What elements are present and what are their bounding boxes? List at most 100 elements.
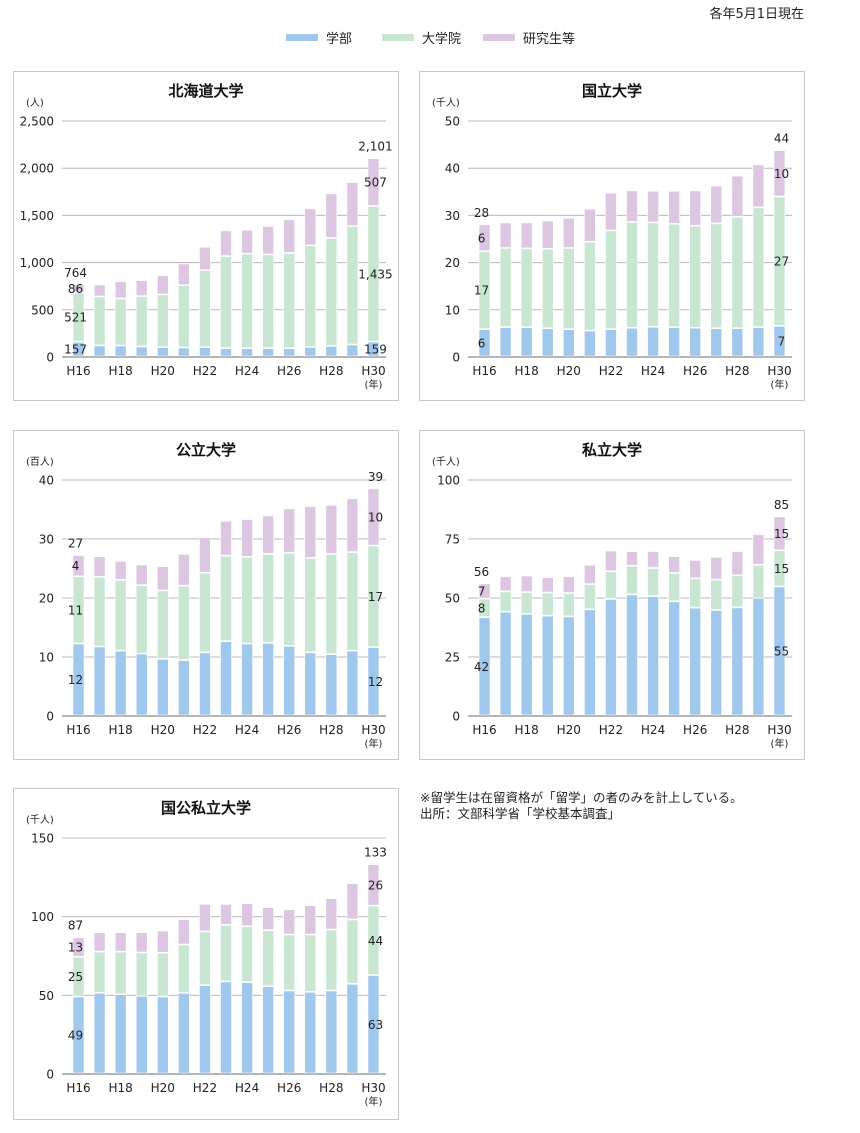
bar-segment-research-students xyxy=(241,903,253,927)
y-tick-label: 0 xyxy=(46,710,54,724)
bar-segment-undergraduate xyxy=(752,598,765,716)
bar-segment-undergraduate xyxy=(72,996,85,1074)
bar-segment-research-students xyxy=(283,219,296,253)
bar-segment-research-students xyxy=(283,508,296,553)
data-label-graduate: 27 xyxy=(774,255,789,269)
bar-segment-graduate xyxy=(72,956,85,997)
bar-segment-graduate xyxy=(367,206,380,342)
bar-segment-graduate xyxy=(710,223,723,328)
bar-segment-graduate xyxy=(220,555,232,641)
bar-segment-undergraduate xyxy=(520,327,533,357)
bar-segment-research-students xyxy=(93,284,106,297)
bar-segment-graduate xyxy=(241,556,253,644)
bar-segment-undergraduate xyxy=(93,646,106,716)
bar-segment-research-students xyxy=(710,557,723,580)
x-tick-label: H30 xyxy=(767,364,791,378)
legend-swatch-undergraduate xyxy=(286,34,318,41)
data-label-research-students: 86 xyxy=(68,282,83,296)
data-label-total: 44 xyxy=(774,132,789,146)
bar-segment-research-students xyxy=(241,229,253,254)
bar-segment-graduate xyxy=(199,572,211,653)
bar-segment-research-students xyxy=(584,208,596,242)
bar-segment-undergraduate xyxy=(710,328,723,357)
bar-segment-graduate xyxy=(114,580,127,651)
bar-segment-graduate xyxy=(478,251,491,329)
bar-segment-graduate xyxy=(499,248,512,328)
x-tick-label: H22 xyxy=(599,364,623,378)
bar-segment-research-students xyxy=(325,505,338,554)
y-tick-label: 1,000 xyxy=(20,256,54,270)
bar-segment-undergraduate xyxy=(541,328,554,357)
bar-segment-undergraduate xyxy=(220,348,232,357)
y-tick-label: 1,500 xyxy=(20,209,54,223)
data-label-research-students: 7 xyxy=(478,585,486,599)
bar-segment-research-students xyxy=(241,519,253,557)
bar-segment-graduate xyxy=(668,573,680,602)
bar-segment-research-students xyxy=(773,150,786,197)
y-tick-label: 100 xyxy=(437,474,460,488)
footnote-source: 出所：文部科学省「学校基本調査」 xyxy=(420,806,621,821)
data-label-total: 28 xyxy=(474,206,489,220)
bar-segment-graduate xyxy=(346,919,359,984)
data-label-graduate: 25 xyxy=(68,970,83,984)
bar-segment-undergraduate xyxy=(178,347,190,357)
bar-segment-undergraduate xyxy=(689,607,702,716)
bar-segment-research-students xyxy=(647,191,659,223)
bar-segment-undergraduate xyxy=(563,616,575,716)
bar-segment-graduate xyxy=(199,270,211,347)
y-tick-label: 2,000 xyxy=(20,162,54,176)
bar-segment-undergraduate xyxy=(584,330,596,357)
bar-segment-graduate xyxy=(283,934,296,991)
bar-segment-research-students xyxy=(563,217,575,248)
chart-panel-hokkaido-university: 北海道大学 (人) 0 500 1,000 1,500 2,000 2,500 H16 157 52… xyxy=(13,71,399,401)
chart-svg: 私立大学 (千人) 0 25 50 75 100 H16 42 8 7 56 H18 H20 H22 H24 H… xyxy=(432,441,792,750)
bar-segment-graduate xyxy=(773,550,786,587)
bar-segment-research-students xyxy=(72,937,85,957)
x-axis-unit-label: (年) xyxy=(771,378,789,391)
bar-segment-undergraduate xyxy=(157,996,169,1074)
x-axis-unit-label: (年) xyxy=(365,378,383,391)
y-axis-unit-label: (千人) xyxy=(26,814,54,826)
bar-segment-graduate xyxy=(731,575,744,608)
y-tick-label: 30 xyxy=(445,209,460,223)
bar-segment-research-students xyxy=(157,275,169,295)
bar-segment-undergraduate xyxy=(72,341,85,357)
bar-segment-undergraduate xyxy=(541,615,554,716)
bar-segment-undergraduate xyxy=(262,986,274,1074)
bar-segment-graduate xyxy=(135,585,148,654)
bar-segment-undergraduate xyxy=(325,346,338,357)
bar-segment-graduate xyxy=(710,579,723,610)
bar-segment-research-students xyxy=(605,550,617,572)
data-label-graduate: 44 xyxy=(368,934,383,948)
x-axis-unit-label: (年) xyxy=(365,1095,383,1108)
bar-segment-research-students xyxy=(135,932,148,953)
bar-segment-undergraduate xyxy=(647,326,659,357)
bar-segment-research-students xyxy=(304,506,317,558)
data-label-total: 133 xyxy=(364,846,387,860)
footnote-scope: ※留学生は在留資格が「留学」の者のみを計上している。 xyxy=(420,790,743,805)
y-tick-label: 50 xyxy=(39,989,54,1003)
data-label-graduate: 17 xyxy=(474,284,489,298)
bar-segment-undergraduate xyxy=(626,327,638,357)
data-label-total: 85 xyxy=(774,498,789,512)
x-tick-label: H16 xyxy=(66,364,90,378)
bar-segment-undergraduate xyxy=(241,643,253,716)
bar-segment-research-students xyxy=(541,577,554,593)
x-tick-label: H30 xyxy=(767,723,791,737)
y-axis-unit-label: (千人) xyxy=(432,97,460,109)
x-axis-unit-label: (年) xyxy=(771,737,789,750)
bar-segment-undergraduate xyxy=(647,596,659,716)
data-label-total: 2,101 xyxy=(358,140,392,154)
footnotes: ※留学生は在留資格が「留学」の者のみを計上している。 出所：文部科学省「学校基本… xyxy=(420,790,743,822)
bar-segment-research-students xyxy=(541,220,554,249)
data-label-graduate: 8 xyxy=(478,601,486,615)
y-tick-label: 0 xyxy=(452,710,460,724)
chart-title: 私立大学 xyxy=(581,441,642,459)
y-axis-unit-label: (人) xyxy=(26,97,44,109)
bar-segment-research-students xyxy=(584,564,596,584)
bar-segment-research-students xyxy=(689,560,702,579)
y-tick-label: 500 xyxy=(31,303,54,317)
chart-title: 北海道大学 xyxy=(168,82,243,100)
bar-segment-research-students xyxy=(220,904,232,925)
bar-segment-research-students xyxy=(114,281,127,299)
